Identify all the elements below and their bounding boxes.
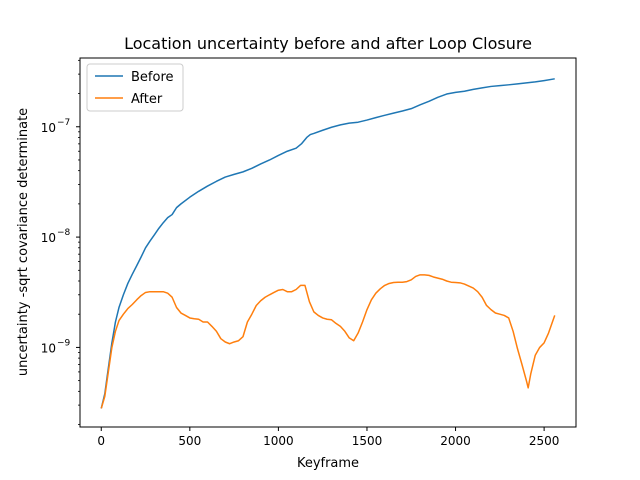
x-tick-label: 1500: [352, 434, 383, 448]
legend-label-before: Before: [131, 70, 174, 85]
y-tick-label-exponent: −9: [57, 338, 71, 348]
legend: Before After: [86, 63, 184, 112]
y-tick-label: 10: [41, 231, 56, 245]
x-tick-label: 1000: [263, 434, 294, 448]
y-tick-label-exponent: −8: [57, 228, 71, 238]
series-line-after: [100, 274, 556, 409]
series-layer: [100, 78, 556, 409]
legend-label-after: After: [131, 92, 163, 107]
x-tick-label: 500: [178, 434, 201, 448]
x-tick-label: 0: [97, 434, 105, 448]
y-tick-label-exponent: −7: [57, 118, 70, 128]
series-line-before: [100, 78, 555, 409]
x-axis: 0 500 1000 1500 2000 2500: [97, 427, 559, 448]
y-axis-label: uncertainty -sqrt covariance determinate: [16, 108, 31, 376]
x-axis-label: Keyframe: [297, 456, 359, 471]
y-tick-label: 10: [41, 121, 56, 135]
x-tick-label: 2500: [529, 434, 560, 448]
y-tick-label: 10: [41, 341, 56, 355]
chart-title: Location uncertainty before and after Lo…: [124, 34, 532, 53]
y-axis: 10−910−810−7: [41, 59, 80, 425]
x-tick-label: 2000: [440, 434, 471, 448]
